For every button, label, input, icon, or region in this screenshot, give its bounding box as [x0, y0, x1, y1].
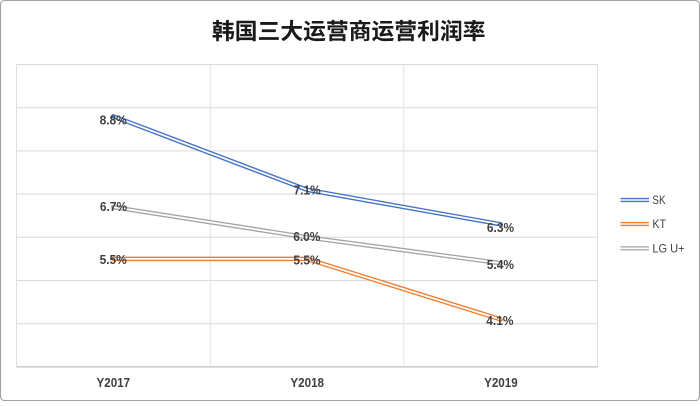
svg-text:7.1%: 7.1% — [294, 182, 322, 197]
svg-text:5.5%: 5.5% — [100, 252, 128, 267]
svg-text:KT: KT — [652, 219, 666, 231]
svg-text:Y2018: Y2018 — [290, 375, 324, 390]
svg-text:LG U+: LG U+ — [652, 243, 684, 255]
svg-text:6.7%: 6.7% — [100, 199, 128, 214]
svg-text:Y2017: Y2017 — [97, 375, 131, 390]
svg-text:6.0%: 6.0% — [293, 229, 321, 244]
svg-text:5.4%: 5.4% — [487, 257, 515, 272]
svg-text:Y2019: Y2019 — [484, 375, 518, 390]
svg-text:6.3%: 6.3% — [487, 220, 515, 235]
svg-text:SK: SK — [652, 195, 665, 207]
svg-text:5.5%: 5.5% — [293, 253, 321, 268]
svg-text:8.8%: 8.8% — [100, 112, 128, 127]
svg-text:4.1%: 4.1% — [486, 313, 514, 328]
